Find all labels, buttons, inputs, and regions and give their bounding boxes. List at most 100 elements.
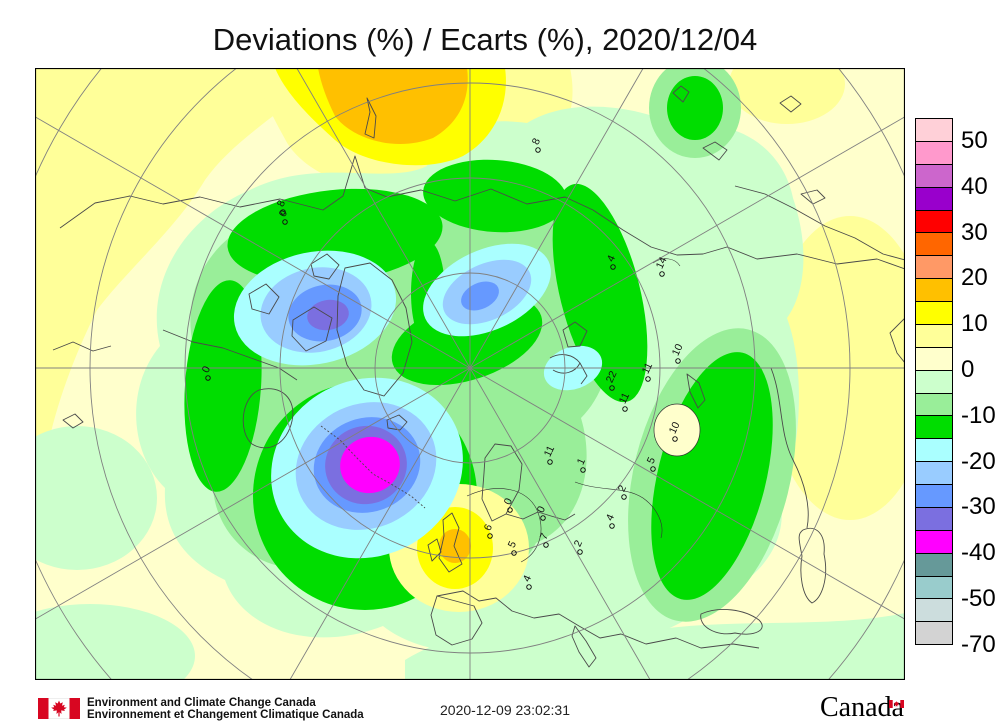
station-marker: 11 bbox=[542, 444, 558, 465]
svg-text:2: 2 bbox=[616, 483, 629, 494]
station-marker: 0 bbox=[535, 504, 548, 521]
colorbar-box bbox=[915, 598, 953, 623]
generation-timestamp: 2020-12-09 23:02:31 bbox=[440, 702, 570, 718]
svg-text:4: 4 bbox=[521, 573, 534, 584]
graticule bbox=[35, 68, 905, 680]
colorbar-box bbox=[915, 484, 953, 508]
colorbar-box bbox=[915, 140, 953, 165]
agency-name-en: Environment and Climate Change Canada bbox=[87, 697, 316, 709]
station-marker: 4 bbox=[604, 512, 617, 529]
svg-text:5: 5 bbox=[645, 455, 658, 466]
colorbar-box bbox=[915, 232, 953, 257]
colorbar-box bbox=[915, 415, 953, 440]
svg-text:10: 10 bbox=[670, 342, 686, 358]
svg-text:0: 0 bbox=[277, 208, 290, 219]
colorbar-tick: -20 bbox=[961, 448, 996, 475]
map-canvas: 8 8 0 0 22 11 10 11 10 5 2 11 1 0 0 7 6 bbox=[35, 68, 905, 680]
colorbar-tick: 10 bbox=[961, 310, 988, 337]
svg-text:8: 8 bbox=[530, 136, 543, 147]
region-pale-green-left bbox=[35, 426, 157, 570]
station-marker: 14 bbox=[654, 255, 670, 277]
station-marker: 4 bbox=[521, 573, 534, 590]
svg-text:4: 4 bbox=[605, 253, 618, 264]
colorbar-box bbox=[915, 369, 953, 394]
region-cream-spot bbox=[653, 403, 701, 457]
station-marker: 8 bbox=[530, 136, 543, 153]
station-marker: 0 bbox=[277, 208, 290, 225]
region-orange-top bbox=[318, 68, 468, 144]
svg-text:4: 4 bbox=[604, 512, 617, 523]
canada-flag-icon bbox=[37, 697, 81, 724]
station-marker: 1 bbox=[575, 456, 588, 473]
colorbar-box bbox=[915, 529, 953, 554]
svg-text:11: 11 bbox=[542, 444, 558, 459]
colorbar-tick: 0 bbox=[961, 356, 975, 383]
colorbar-tick: 20 bbox=[961, 264, 988, 291]
station-marker: 11 bbox=[640, 361, 656, 382]
svg-text:11: 11 bbox=[640, 361, 656, 376]
station-marker: 5 bbox=[506, 539, 519, 556]
agency-name-fr: Environnement et Changement Climatique C… bbox=[87, 709, 364, 721]
colorbar-box bbox=[915, 621, 953, 646]
contour-lines bbox=[466, 258, 681, 563]
station-marker: 7 bbox=[538, 531, 551, 548]
colorbar-box bbox=[915, 209, 953, 234]
svg-text:0: 0 bbox=[200, 364, 213, 375]
page-title: Deviations (%) / Ecarts (%), 2020/12/04 bbox=[212, 22, 758, 57]
colorbar-box bbox=[915, 461, 953, 485]
region-green-top-spot bbox=[667, 76, 723, 140]
colorbar-box bbox=[915, 346, 953, 371]
colorbar-tick: -50 bbox=[961, 585, 996, 612]
svg-text:6: 6 bbox=[482, 522, 495, 533]
coastlines bbox=[52, 85, 905, 668]
colorbar-box bbox=[915, 163, 953, 188]
colorbar-boxes bbox=[915, 118, 953, 646]
station-markers: 8 8 0 0 22 11 10 11 10 5 2 11 1 0 0 7 6 bbox=[200, 136, 686, 590]
station-marker: 4 bbox=[605, 253, 618, 270]
region-pale-yellow-top-right bbox=[729, 68, 845, 124]
map-frame bbox=[35, 68, 905, 680]
region-pale-green-bottom-band bbox=[405, 613, 905, 680]
svg-text:7: 7 bbox=[538, 531, 551, 542]
svg-text:10: 10 bbox=[667, 420, 683, 436]
colorbar-tick: 50 bbox=[961, 127, 988, 154]
station-marker: 10 bbox=[670, 342, 686, 364]
colorbar-box bbox=[915, 255, 953, 280]
svg-text:0: 0 bbox=[535, 504, 548, 515]
region-green-band-northwest bbox=[227, 188, 443, 284]
colorbar-tick: -10 bbox=[961, 402, 996, 429]
station-marker: 11 bbox=[617, 391, 632, 412]
station-marker: 0 bbox=[200, 364, 213, 381]
station-marker: 2 bbox=[616, 483, 629, 500]
colorbar-box bbox=[915, 552, 953, 577]
svg-text:14: 14 bbox=[654, 255, 670, 271]
station-marker: 10 bbox=[667, 420, 683, 442]
svg-text:1: 1 bbox=[575, 456, 588, 467]
colorbar-tick: 40 bbox=[961, 173, 988, 200]
deviation-map: 8 8 0 0 22 11 10 11 10 5 2 11 1 0 0 7 6 bbox=[35, 68, 905, 680]
colorbar-box bbox=[915, 506, 953, 531]
station-marker: 0 bbox=[502, 496, 515, 513]
region-blue-north-lobe bbox=[461, 281, 499, 311]
region-pale-green-bottom-left bbox=[35, 604, 195, 680]
station-marker: 5 bbox=[645, 455, 658, 472]
wordmark-flag-icon bbox=[889, 695, 904, 713]
colorbar-tick: -70 bbox=[961, 631, 996, 658]
colorbar-box bbox=[915, 278, 953, 302]
svg-text:2: 2 bbox=[572, 538, 585, 549]
colorbar-tick: 30 bbox=[961, 219, 988, 246]
station-marker: 2 bbox=[572, 538, 585, 555]
colorbar-box bbox=[915, 392, 953, 417]
colorbar-box bbox=[915, 323, 953, 348]
region-magenta-core bbox=[340, 436, 400, 494]
svg-text:8: 8 bbox=[275, 198, 288, 209]
svg-text:0: 0 bbox=[502, 496, 515, 507]
station-marker: 22 bbox=[604, 369, 620, 391]
colorbar-box bbox=[915, 186, 953, 211]
colorbar-legend: 50 40 30 20 10 0 -10 -20 -30 -40 -50 -70 bbox=[915, 118, 1000, 658]
svg-text:5: 5 bbox=[506, 539, 519, 550]
station-marker: 8 bbox=[275, 198, 288, 215]
region-pale-yellow-left bbox=[35, 68, 335, 450]
svg-text:22: 22 bbox=[604, 369, 620, 385]
